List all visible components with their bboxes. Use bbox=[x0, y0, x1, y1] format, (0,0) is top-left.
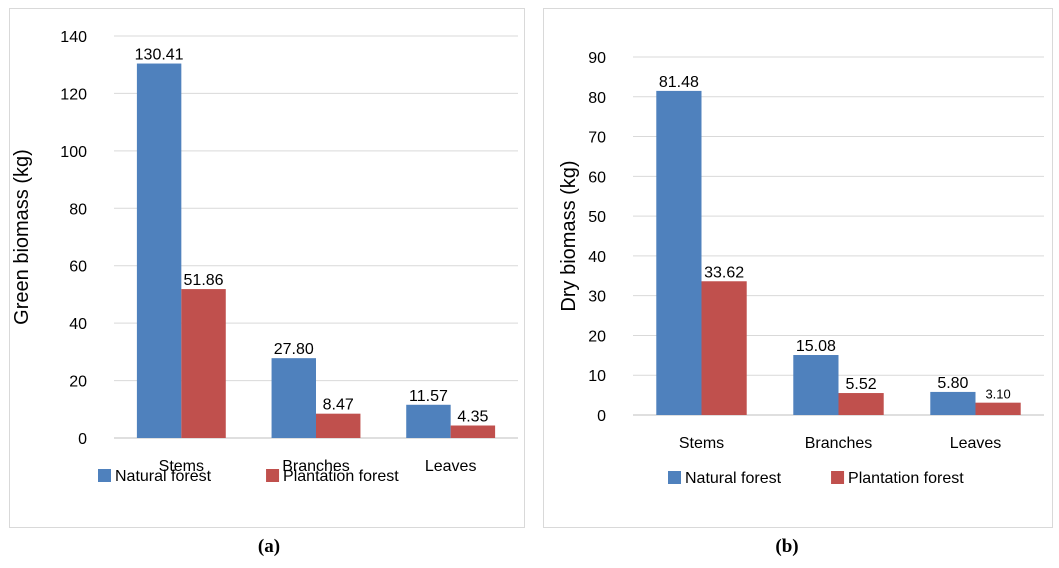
y-tick-label: 0 bbox=[597, 408, 606, 425]
data-label: 27.80 bbox=[274, 341, 314, 358]
data-label: 81.48 bbox=[659, 74, 699, 91]
bar bbox=[838, 393, 884, 415]
bar bbox=[701, 281, 747, 415]
bar bbox=[975, 402, 1021, 415]
legend-label: Natural forest bbox=[115, 468, 212, 485]
legend-label: Plantation forest bbox=[848, 470, 964, 487]
caption-a: (a) bbox=[257, 536, 281, 557]
green-biomass-chart: 0 20 40 60 80 100 120 140 Green biomass (kg) 130.… bbox=[11, 29, 518, 485]
bar bbox=[181, 289, 226, 438]
legend-swatch bbox=[266, 469, 280, 482]
data-label: 15.08 bbox=[796, 338, 836, 355]
caption-b: (b) bbox=[775, 536, 799, 557]
legend-swatch bbox=[831, 471, 845, 484]
data-label: 8.47 bbox=[323, 397, 354, 414]
bar bbox=[930, 391, 976, 415]
y-tick-label: 140 bbox=[60, 29, 87, 46]
bar bbox=[656, 90, 702, 416]
y-tick-label: 10 bbox=[588, 368, 606, 385]
y-tick-label: 90 bbox=[588, 50, 606, 67]
chart-panel-b: 0 10 20 30 40 50 60 70 80 90 Dry biomass (kg) 81.48… bbox=[543, 8, 1053, 528]
y-tick-label: 60 bbox=[69, 259, 87, 276]
legend-swatch bbox=[668, 471, 681, 484]
data-label: 11.57 bbox=[409, 388, 448, 405]
category-label: Leaves bbox=[950, 435, 1002, 452]
category-label: Stems bbox=[679, 435, 724, 452]
bar bbox=[136, 63, 182, 439]
y-tick-label: 0 bbox=[78, 431, 87, 448]
y-axis-title: Dry biomass (kg) bbox=[558, 160, 580, 311]
y-tick-label: 40 bbox=[588, 249, 606, 266]
y-tick-label: 70 bbox=[588, 130, 606, 147]
chart-panel-a: 0 20 40 60 80 100 120 140 Green biomass (kg) 130.… bbox=[9, 8, 525, 528]
y-tick-label: 40 bbox=[69, 316, 87, 333]
y-tick-label: 20 bbox=[588, 328, 606, 345]
category-label: Branches bbox=[805, 435, 873, 452]
data-label: 130.41 bbox=[135, 47, 184, 64]
dry-biomass-chart: 0 10 20 30 40 50 60 70 80 90 Dry biomass (kg) 81.48… bbox=[558, 50, 1044, 487]
bar bbox=[406, 404, 451, 438]
category-label: Stems bbox=[159, 458, 204, 475]
data-label: 5.52 bbox=[846, 376, 877, 393]
bar bbox=[271, 358, 316, 438]
legend-label: Natural forest bbox=[685, 470, 782, 487]
category-label: Leaves bbox=[425, 458, 477, 475]
y-tick-label: 120 bbox=[60, 86, 87, 103]
y-tick-label: 20 bbox=[69, 374, 87, 391]
data-label: 5.80 bbox=[937, 375, 968, 392]
y-tick-label: 60 bbox=[588, 169, 606, 186]
y-tick-label: 100 bbox=[60, 144, 87, 161]
y-tick-label: 50 bbox=[588, 209, 606, 226]
y-tick-label: 80 bbox=[588, 90, 606, 107]
bar bbox=[316, 413, 361, 438]
bar bbox=[793, 355, 839, 415]
data-label: 3.10 bbox=[985, 387, 1010, 402]
data-label: 51.86 bbox=[184, 272, 224, 289]
category-label: Branches bbox=[282, 458, 350, 475]
bar bbox=[450, 425, 496, 438]
data-label: 4.35 bbox=[457, 409, 488, 426]
y-tick-label: 30 bbox=[588, 289, 606, 306]
y-axis-title: Green biomass (kg) bbox=[11, 149, 33, 325]
y-tick-label: 80 bbox=[69, 201, 87, 218]
data-label: 33.62 bbox=[704, 264, 744, 281]
legend-swatch bbox=[98, 469, 111, 482]
legend-label: Plantation forest bbox=[283, 468, 399, 485]
